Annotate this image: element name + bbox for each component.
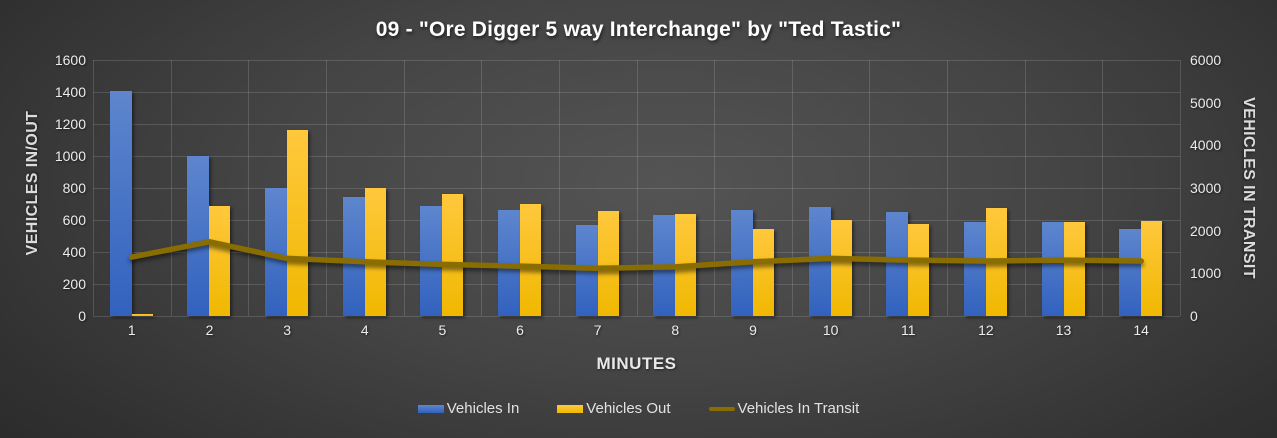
x-axis-tick-label: 10 <box>822 322 839 338</box>
bar-vehicles-out <box>364 188 386 316</box>
left-axis-tick-label: 200 <box>62 276 86 292</box>
x-axis-tick-label: 4 <box>360 322 369 338</box>
gridline-horizontal <box>93 124 1180 125</box>
legend: Vehicles In Vehicles Out Vehicles In Tra… <box>0 400 1277 417</box>
gridline-vertical <box>481 60 483 316</box>
right-axis-tick-label: 0 <box>1190 308 1198 324</box>
x-axis-tick-label: 1 <box>127 322 136 338</box>
x-axis-tick-label: 11 <box>900 322 916 338</box>
gridline-horizontal <box>93 156 1180 157</box>
bar-vehicles-out <box>520 204 542 316</box>
bar-vehicles-out <box>752 228 774 316</box>
plot-area <box>93 60 1181 317</box>
bar-vehicles-out <box>830 220 852 316</box>
left-axis-tick-label: 600 <box>62 212 86 228</box>
gridline-vertical <box>558 60 560 316</box>
bar-vehicles-out <box>597 211 619 316</box>
gridline-vertical <box>325 60 327 316</box>
gridline-horizontal <box>93 188 1180 189</box>
gridline-vertical <box>636 60 638 316</box>
bar-vehicles-in <box>420 205 443 316</box>
left-axis-tick-label: 0 <box>78 308 86 324</box>
x-axis-tick-label: 5 <box>438 322 447 338</box>
bar-vehicles-out <box>1063 222 1085 316</box>
legend-item-vehicles-in: Vehicles In <box>417 400 520 417</box>
bar-vehicles-out <box>442 194 464 316</box>
bar-vehicles-in <box>1119 228 1142 316</box>
gridline-vertical <box>403 60 405 316</box>
bar-vehicles-in <box>109 91 132 316</box>
left-axis-tick-label: 800 <box>62 180 86 196</box>
right-axis-tick-label: 5000 <box>1190 94 1222 111</box>
vehicles-in-transit-line-swatch-icon <box>708 406 735 411</box>
bar-vehicles-out <box>287 130 309 316</box>
x-axis-tick-label: 13 <box>1055 322 1072 338</box>
vehicles-in-transit-line <box>129 239 1144 271</box>
vehicles-out-swatch-icon <box>557 404 584 413</box>
right-axis-tick-label: 4000 <box>1190 137 1222 154</box>
legend-item-vehicles-in-transit: Vehicles In Transit <box>708 400 860 417</box>
bar-vehicles-in <box>1041 221 1064 316</box>
bar-vehicles-in <box>886 212 909 316</box>
x-axis-tick-label: 14 <box>1133 322 1149 338</box>
bar-vehicles-in <box>187 156 210 316</box>
x-axis-title: MINUTES <box>596 354 677 373</box>
gridline-horizontal <box>93 92 1180 93</box>
left-axis-tick-label: 1200 <box>54 116 86 132</box>
bar-vehicles-out <box>209 206 231 316</box>
x-axis-tick-label: 7 <box>593 322 602 338</box>
bar-vehicles-in <box>342 196 365 316</box>
right-axis-tick-label: 6000 <box>1190 52 1222 68</box>
gridline-vertical <box>869 60 871 316</box>
gridline-horizontal <box>93 220 1180 221</box>
gridline-vertical <box>1102 60 1104 316</box>
x-axis-tick-label: 3 <box>283 322 291 338</box>
bar-vehicles-in <box>963 221 986 316</box>
right-axis-tick-label: 2000 <box>1190 222 1222 239</box>
x-axis-tick-label: 6 <box>516 322 524 338</box>
legend-item-vehicles-out: Vehicles Out <box>557 400 671 417</box>
gridline-horizontal <box>93 252 1180 253</box>
gridline-vertical <box>93 60 94 316</box>
gridline-horizontal <box>93 284 1180 285</box>
x-axis-tick-label: 2 <box>205 322 214 338</box>
bar-vehicles-in <box>265 188 288 316</box>
x-axis-tick-label: 9 <box>749 322 757 338</box>
left-axis-tick-label: 1000 <box>54 148 86 164</box>
vehicles-in-swatch-icon <box>417 404 444 413</box>
left-axis-tick-label: 1400 <box>54 84 86 100</box>
bar-vehicles-out <box>131 314 153 316</box>
gridline-horizontal <box>93 60 1180 61</box>
bar-vehicles-out <box>908 224 930 316</box>
gridline-horizontal <box>93 316 1180 317</box>
x-axis-tick-label: 8 <box>671 322 680 338</box>
chart-title: 09 - "Ore Digger 5 way Interchange" by "… <box>375 18 902 41</box>
bar-vehicles-out <box>1141 220 1163 316</box>
gridline-vertical <box>947 60 949 316</box>
gridline-vertical <box>714 60 716 316</box>
x-axis-tick-label: 12 <box>978 322 994 338</box>
gridline-vertical <box>248 60 250 316</box>
legend-label: Vehicles In Transit <box>737 400 860 417</box>
right-axis-tick-label: 1000 <box>1190 265 1222 282</box>
left-axis-tick-label: 1600 <box>54 52 86 68</box>
gridline-vertical <box>170 60 172 316</box>
legend-label: Vehicles Out <box>586 400 671 417</box>
right-axis-tick-label: 3000 <box>1190 180 1222 196</box>
left-axis-tick-label: 400 <box>62 244 86 260</box>
gridline-vertical <box>1024 60 1026 316</box>
gridline-vertical <box>791 60 793 316</box>
gridline-vertical <box>1180 60 1181 316</box>
legend-label: Vehicles In <box>446 400 520 417</box>
